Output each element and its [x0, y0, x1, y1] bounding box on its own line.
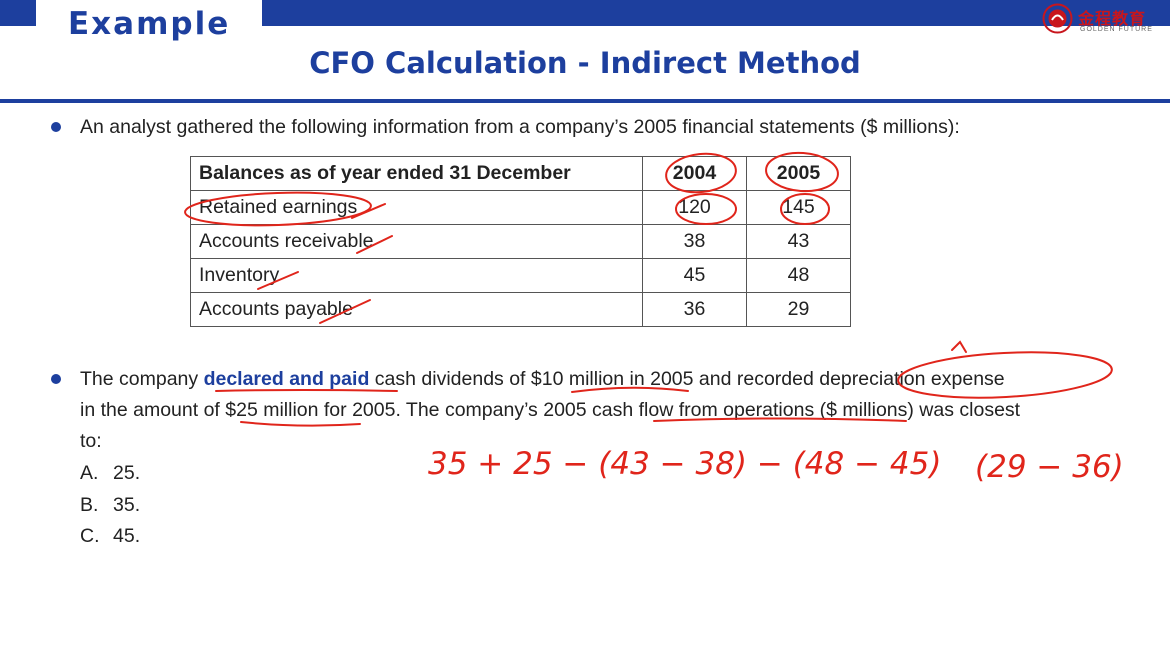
calculation-note: (29 − 36): [975, 449, 1124, 485]
answer-option-a[interactable]: A. 25.: [80, 462, 140, 485]
example-label: Example: [68, 6, 231, 42]
bullet-icon: [51, 374, 61, 384]
table-header-cell: 2004: [642, 156, 747, 191]
option-value: 25.: [113, 462, 141, 484]
header-top-bar: [262, 0, 1170, 26]
balances-table: Balances as of year ended 31 December 20…: [190, 156, 851, 327]
option-letter: B.: [80, 494, 99, 516]
table-header-cell: Balances as of year ended 31 December: [190, 156, 643, 191]
table-cell: 29: [746, 292, 851, 327]
table-cell: Accounts payable: [190, 292, 643, 327]
table-row: Retained earnings 120 145: [190, 190, 851, 225]
brand-logo: 金程教育 GOLDEN FUTURE: [1042, 3, 1164, 37]
table-row: Accounts payable 36 29: [190, 292, 851, 327]
question-line-1: The company declared and paid cash divid…: [80, 364, 1005, 395]
table-cell: Accounts receivable: [190, 224, 643, 259]
table-cell: 145: [746, 190, 851, 225]
table-row: Accounts receivable 38 43: [190, 224, 851, 259]
table-cell: 48: [746, 258, 851, 293]
bullet-icon: [51, 122, 61, 132]
tick-mark: [951, 340, 967, 353]
table-cell: 120: [642, 190, 747, 225]
question-line-2: in the amount of $25 million for 2005. T…: [80, 399, 1021, 421]
question-text: The company: [80, 368, 204, 390]
logo-chinese-text: 金程教育: [1078, 11, 1147, 28]
emphasis-text: declared and paid: [203, 368, 370, 390]
table-cell: Retained earnings: [190, 190, 643, 225]
logo-seal-icon: [1042, 3, 1073, 34]
table-header-row: Balances as of year ended 31 December 20…: [190, 156, 851, 191]
option-letter: C.: [80, 525, 100, 547]
question-line-3: to:: [80, 430, 102, 452]
table-cell: 38: [642, 224, 747, 259]
header-left-bar: [0, 0, 36, 26]
answer-option-b[interactable]: B. 35.: [80, 494, 140, 517]
option-letter: A.: [80, 462, 99, 484]
calculation-note: 35 + 25 − (43 − 38) − (48 − 45): [428, 446, 941, 482]
table-cell: 36: [642, 292, 747, 327]
answer-option-c[interactable]: C. 45.: [80, 525, 140, 548]
option-value: 35.: [113, 494, 141, 516]
table-cell: 43: [746, 224, 851, 259]
question-text: cash dividends of $10 million in 2005 an…: [369, 368, 1005, 390]
logo-english-text: GOLDEN FUTURE: [1080, 26, 1153, 33]
table-header-cell: 2005: [746, 156, 851, 191]
table-cell: Inventory: [190, 258, 643, 293]
intro-text: An analyst gathered the following inform…: [80, 116, 960, 138]
title-divider: [0, 99, 1170, 103]
table-cell: 45: [642, 258, 747, 293]
slide-title: CFO Calculation - Indirect Method: [309, 46, 861, 80]
table-row: Inventory 45 48: [190, 258, 851, 293]
option-value: 45.: [113, 525, 141, 547]
